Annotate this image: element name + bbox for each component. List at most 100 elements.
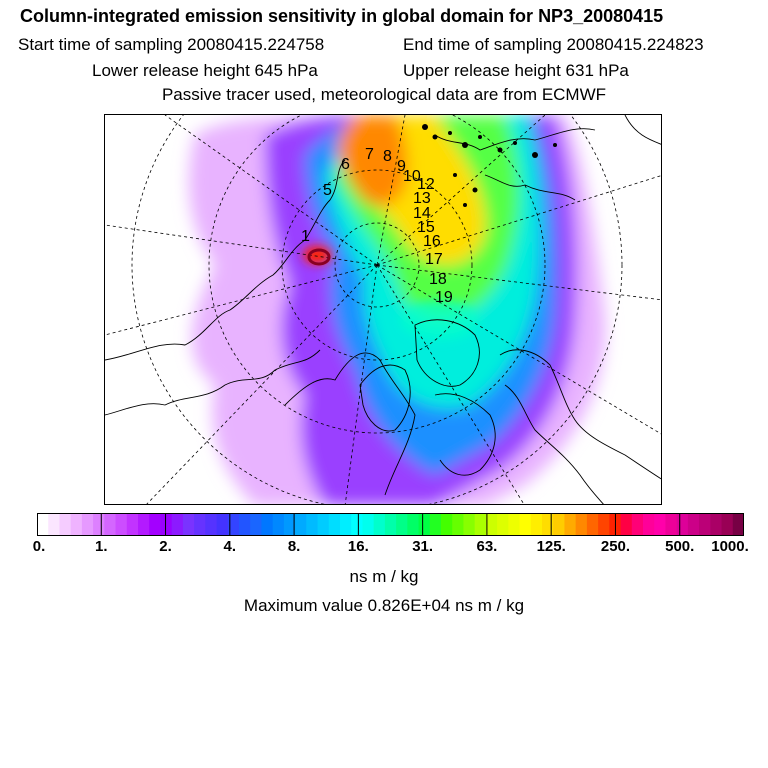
traj-label: 9 — [397, 158, 406, 175]
colorbar-swatch — [699, 513, 711, 536]
start-time-label: Start time of sampling 20080415.224758 — [18, 35, 325, 54]
colorbar-swatch — [37, 513, 49, 536]
traj-label: 13 — [413, 190, 431, 207]
colorbar-swatch — [261, 513, 274, 536]
colorbar-swatch — [485, 513, 498, 536]
release-location-marker — [307, 248, 331, 266]
coastlines — [105, 115, 661, 504]
colorbar-swatch — [586, 513, 599, 536]
colorbar-swatch — [407, 513, 420, 536]
colorbar-swatch — [306, 513, 319, 536]
traj-label: 7 — [365, 146, 374, 163]
colorbar-swatch — [160, 513, 173, 536]
colorbar-swatch — [474, 513, 487, 536]
colorbar-swatch — [530, 513, 543, 536]
upper-height-label: Upper release height 631 hPa — [403, 61, 629, 80]
colorbar-swatch — [171, 513, 184, 536]
colorbar-tick-label: 8. — [287, 538, 301, 555]
plume-orange — [337, 115, 407, 206]
colorbar-swatch — [497, 513, 509, 536]
colorbar-swatch — [239, 513, 251, 536]
colorbar-tick-label: 1. — [95, 538, 108, 555]
colorbar-swatch — [598, 513, 610, 536]
colorbar-swatch — [396, 513, 408, 536]
colorbar-swatch — [216, 513, 229, 536]
traj-label: 10 — [403, 168, 421, 185]
traj-label: 15 — [417, 219, 435, 236]
colorbar-swatch — [665, 513, 678, 536]
colorbar-tick-label: 2. — [159, 538, 172, 555]
colorbar-swatch — [687, 513, 700, 536]
colorbar-swatch — [676, 513, 689, 536]
colorbar-swatch — [631, 513, 644, 536]
colorbar-swatch — [575, 513, 588, 536]
traj-label: 16 — [423, 233, 441, 250]
colorbar-swatch — [519, 513, 532, 536]
colorbar-swatch — [104, 513, 117, 536]
colorbar-swatch — [48, 513, 61, 536]
colorbar-swatch — [463, 513, 476, 536]
graticule — [105, 115, 661, 504]
traj-label: 14 — [413, 205, 431, 222]
colorbar-tick-label: 500. — [665, 538, 695, 555]
colorbar-tick-label: 63. — [476, 538, 498, 555]
colorbar-swatch — [362, 513, 375, 536]
colorbar-swatch — [441, 513, 453, 536]
emission-sensitivity-map: 5 6 7 8 9 10 12 13 14 15 16 17 18 19 1 — [104, 114, 662, 505]
lower-height-label: Lower release height 645 hPa — [92, 61, 318, 80]
maximum-value-label: Maximum value 0.826E+04 ns m / kg — [243, 596, 525, 615]
colorbar-tick-label: 16. — [347, 538, 369, 555]
colorbar-swatch — [149, 513, 162, 536]
colorbar-swatch — [115, 513, 128, 536]
colorbar-swatch — [59, 513, 72, 536]
traj-label: 5 — [323, 182, 332, 199]
colorbar-swatch — [328, 513, 341, 536]
colorbar-swatch — [721, 513, 734, 536]
end-time-label: End time of sampling 20080415.224823 — [403, 35, 704, 54]
colorbar-tick-label: 0. — [32, 538, 46, 555]
trajectory-labels: 5 6 7 8 9 10 12 13 14 15 16 17 18 19 1 — [301, 146, 453, 306]
colorbar-swatch — [564, 513, 577, 536]
colorbar-swatch — [429, 513, 442, 536]
colorbar-swatch — [542, 513, 554, 536]
colorbar-swatch — [373, 513, 386, 536]
colorbar-swatch — [654, 513, 667, 536]
islands — [422, 124, 557, 207]
colorbar-swatch — [81, 513, 94, 536]
colorbar-swatch — [384, 513, 397, 536]
colorbar-swatch — [283, 513, 296, 536]
traj-label: 19 — [435, 289, 453, 306]
traj-label: 1 — [301, 228, 310, 245]
tracer-note: Passive tracer used, meteorological data… — [161, 85, 607, 104]
colorbar-swatch — [93, 513, 105, 536]
colorbar-swatch — [620, 513, 633, 536]
traj-label: 8 — [383, 148, 392, 165]
colorbar-swatch — [227, 513, 240, 536]
colorbar-swatch — [732, 513, 744, 536]
colorbar-swatch — [351, 513, 364, 536]
colorbar-tick-label: 4. — [223, 538, 237, 555]
colorbar-tick-label: 250. — [600, 538, 631, 555]
traj-label: 12 — [417, 176, 435, 193]
colorbar-swatch — [272, 513, 285, 536]
plot-title: Column-integrated emission sensitivity i… — [20, 6, 664, 26]
colorbar-tick-label: 125. — [536, 538, 566, 555]
colorbar-swatch — [508, 513, 521, 536]
colorbar-unit: ns m / kg — [349, 567, 419, 586]
colorbar-swatch — [126, 513, 139, 536]
traj-label: 17 — [425, 251, 443, 268]
colorbar — [37, 513, 744, 536]
traj-label: 18 — [429, 271, 447, 288]
colorbar-swatch — [138, 513, 150, 536]
colorbar-swatch — [250, 513, 263, 536]
colorbar-swatch — [317, 513, 330, 536]
colorbar-swatch — [643, 513, 655, 536]
map-canvas: 5 6 7 8 9 10 12 13 14 15 16 17 18 19 1 — [105, 115, 661, 504]
colorbar-swatch — [70, 513, 83, 536]
colorbar-swatch — [553, 513, 566, 536]
colorbar-swatch — [340, 513, 352, 536]
colorbar-swatch — [710, 513, 723, 536]
colorbar-swatch — [295, 513, 307, 536]
colorbar-tick-label: 31. — [412, 538, 434, 555]
colorbar-swatch — [418, 513, 431, 536]
